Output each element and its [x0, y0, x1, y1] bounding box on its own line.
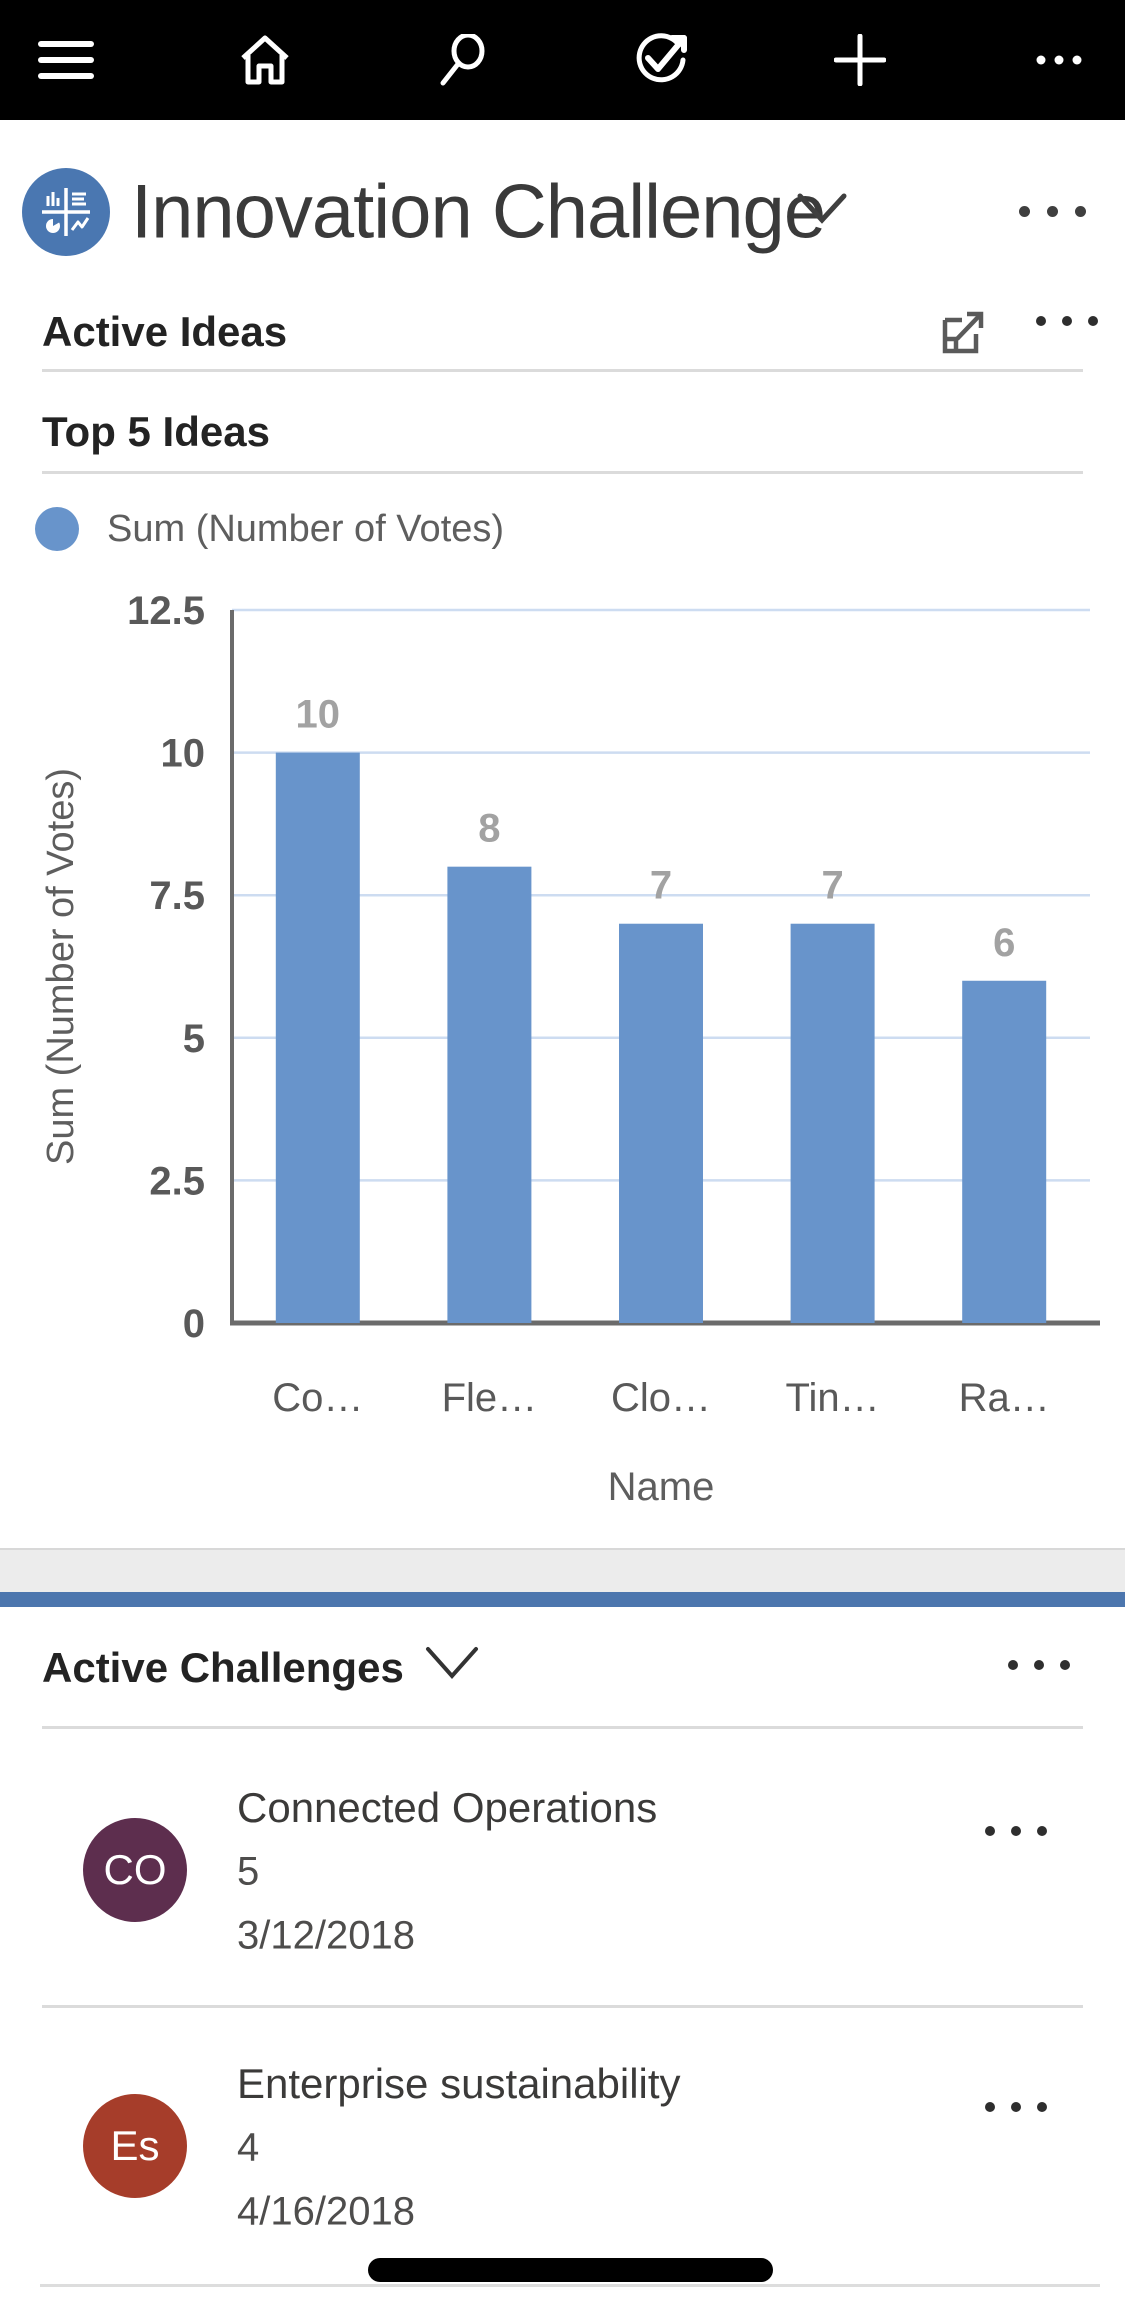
- svg-text:Name: Name: [608, 1465, 715, 1509]
- item-title: Enterprise sustainability: [237, 2060, 681, 2107]
- chart-title-row: Top 5 Ideas: [0, 400, 1125, 475]
- legend-series-label: Sum (Number of Votes): [107, 507, 505, 550]
- svg-text:10: 10: [296, 693, 341, 737]
- chevron-down-icon[interactable]: [797, 192, 847, 231]
- svg-text:2.5: 2.5: [149, 1159, 205, 1203]
- divider: [42, 1726, 1083, 1729]
- top-navigation-bar: [0, 0, 1125, 120]
- chart-title: Top 5 Ideas: [42, 408, 270, 455]
- add-icon[interactable]: [828, 28, 892, 92]
- menu-icon[interactable]: [34, 28, 98, 92]
- svg-text:Ra…: Ra…: [959, 1376, 1050, 1420]
- home-indicator[interactable]: [368, 2258, 773, 2282]
- svg-text:Fle…: Fle…: [442, 1376, 538, 1420]
- section-separator-gray: [0, 1548, 1125, 1592]
- more-icon[interactable]: [1027, 28, 1091, 92]
- divider: [42, 2005, 1083, 2008]
- item-votes: 4: [237, 2125, 260, 2170]
- svg-text:6: 6: [993, 921, 1015, 965]
- home-icon[interactable]: [233, 28, 297, 92]
- item-date: 4/16/2018: [237, 2189, 415, 2234]
- list-item[interactable]: Es Enterprise sustainability 4 4/16/2018: [0, 2012, 1125, 2284]
- legend-series-dot: [35, 507, 79, 551]
- active-ideas-header: Active Ideas: [0, 292, 1125, 372]
- page-title: Innovation Challenge: [131, 169, 826, 255]
- svg-text:Sum (Number of Votes): Sum (Number of Votes): [40, 768, 82, 1165]
- divider: [42, 471, 1083, 474]
- svg-text:8: 8: [478, 807, 500, 851]
- svg-text:Clo…: Clo…: [611, 1376, 711, 1420]
- item-title: Connected Operations: [237, 1784, 658, 1831]
- svg-text:5: 5: [183, 1017, 205, 1061]
- svg-text:Tin…: Tin…: [786, 1376, 880, 1420]
- svg-text:7: 7: [650, 864, 672, 908]
- svg-text:7: 7: [821, 864, 843, 908]
- section-separator-accent: [0, 1592, 1125, 1607]
- sync-check-icon[interactable]: [630, 28, 694, 92]
- svg-text:12.5: 12.5: [127, 589, 205, 633]
- svg-text:Co…: Co…: [272, 1376, 363, 1420]
- item-more-icon[interactable]: [985, 2102, 1047, 2112]
- active-challenges-title: Active Challenges: [42, 1644, 404, 1691]
- svg-text:0: 0: [183, 1302, 205, 1346]
- svg-text:7.5: 7.5: [149, 874, 205, 918]
- divider: [40, 2284, 1100, 2287]
- item-date: 3/12/2018: [237, 1913, 415, 1958]
- active-challenges-more-icon[interactable]: [1008, 1660, 1070, 1670]
- item-votes: 5: [237, 1849, 260, 1894]
- list-item[interactable]: CO Connected Operations 5 3/12/2018: [0, 1736, 1125, 2008]
- app-header: Innovation Challenge: [0, 120, 1125, 292]
- avatar: CO: [83, 1818, 187, 1922]
- header-more-icon[interactable]: [1019, 206, 1086, 217]
- chart-legend: Sum (Number of Votes): [35, 507, 504, 551]
- search-icon[interactable]: [431, 28, 495, 92]
- divider: [42, 369, 1083, 372]
- avatar: Es: [83, 2094, 187, 2198]
- svg-text:10: 10: [161, 732, 206, 776]
- expand-icon[interactable]: [938, 306, 990, 358]
- active-ideas-more-icon[interactable]: [1036, 316, 1098, 326]
- chevron-down-icon[interactable]: [425, 1646, 479, 1687]
- dashboard-charts-icon: [22, 168, 110, 256]
- active-challenges-header: Active Challenges: [0, 1628, 1125, 1728]
- bar-chart[interactable]: 0 2.5 5 7.5 10 12.5 10 Co… 8 Fle… 7 Clo… 7 Tin… 6 Ra… Na…: [0, 560, 1125, 1530]
- active-ideas-title: Active Ideas: [42, 308, 288, 355]
- item-more-icon[interactable]: [985, 1826, 1047, 1836]
